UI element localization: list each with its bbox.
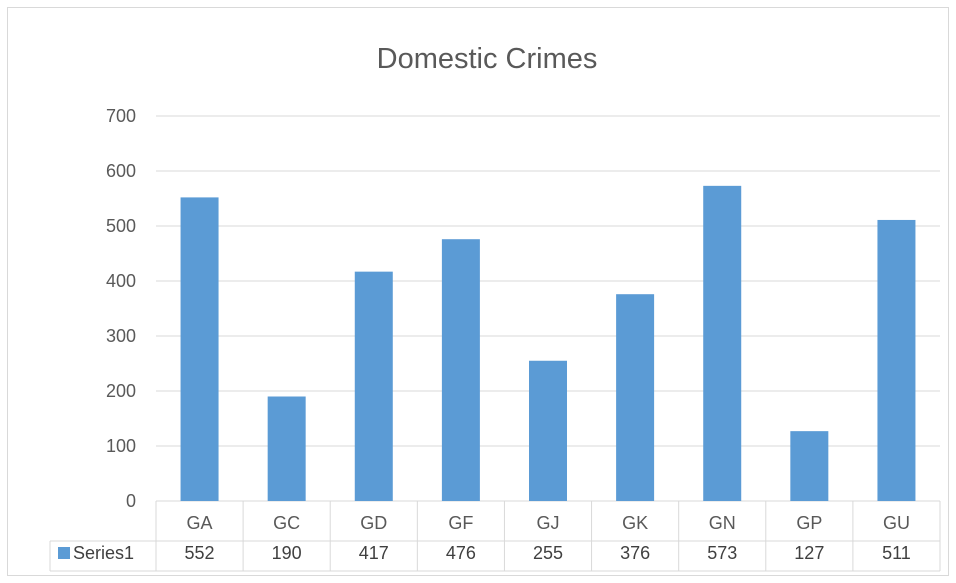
data-label: 190 xyxy=(272,543,302,563)
category-label: GP xyxy=(796,513,822,533)
bar-gc xyxy=(267,396,306,501)
bar-gu xyxy=(877,219,916,501)
category-label: GA xyxy=(187,513,213,533)
bar-gj xyxy=(529,360,567,501)
bar-ga xyxy=(180,197,219,501)
data-label: 511 xyxy=(882,543,911,563)
bar-gf xyxy=(441,239,480,501)
bar-gp xyxy=(790,431,829,501)
data-label: 476 xyxy=(446,543,476,563)
chart-title: Domestic Crimes xyxy=(377,43,598,75)
y-tick-label: 0 xyxy=(126,491,136,511)
category-label: GU xyxy=(883,513,910,533)
y-tick-label: 100 xyxy=(106,436,136,456)
data-label: 573 xyxy=(707,543,737,563)
data-label: 127 xyxy=(794,543,824,563)
y-tick-label: 200 xyxy=(106,381,136,401)
y-tick-label: 700 xyxy=(106,106,136,126)
legend-swatch xyxy=(58,547,70,559)
y-axis-tick-labels: 0 100 200 300 400 500 600 700 xyxy=(106,106,136,511)
data-table: GA 552 GC 190 GD 417 GF 476 GJ 255 GK 376 GN 573 GP 127… xyxy=(49,501,941,572)
y-tick-label: 300 xyxy=(106,326,136,346)
data-label: 255 xyxy=(533,543,563,563)
bar-gk xyxy=(616,294,655,501)
category-label: GK xyxy=(622,513,648,533)
category-label: GC xyxy=(273,513,300,533)
y-tick-label: 400 xyxy=(106,271,136,291)
data-label: 417 xyxy=(359,543,389,563)
category-label: GN xyxy=(709,513,736,533)
legend-label: Series1 xyxy=(73,543,134,563)
chart-canvas: Domestic Crimes 0 100 200 300 400 500 600 700 G… xyxy=(49,43,941,572)
y-tick-label: 600 xyxy=(106,161,136,181)
y-tick-label: 500 xyxy=(106,216,136,236)
category-label: GJ xyxy=(536,513,559,533)
bars xyxy=(180,185,916,501)
chart-area: Domestic Crimes 0 100 200 300 400 500 600 700 G… xyxy=(7,7,949,576)
data-label: 552 xyxy=(185,543,215,563)
data-label: 376 xyxy=(620,543,650,563)
bar-gn xyxy=(703,185,742,501)
category-label: GD xyxy=(360,513,387,533)
category-label: GF xyxy=(448,513,473,533)
bar-gd xyxy=(354,271,393,501)
